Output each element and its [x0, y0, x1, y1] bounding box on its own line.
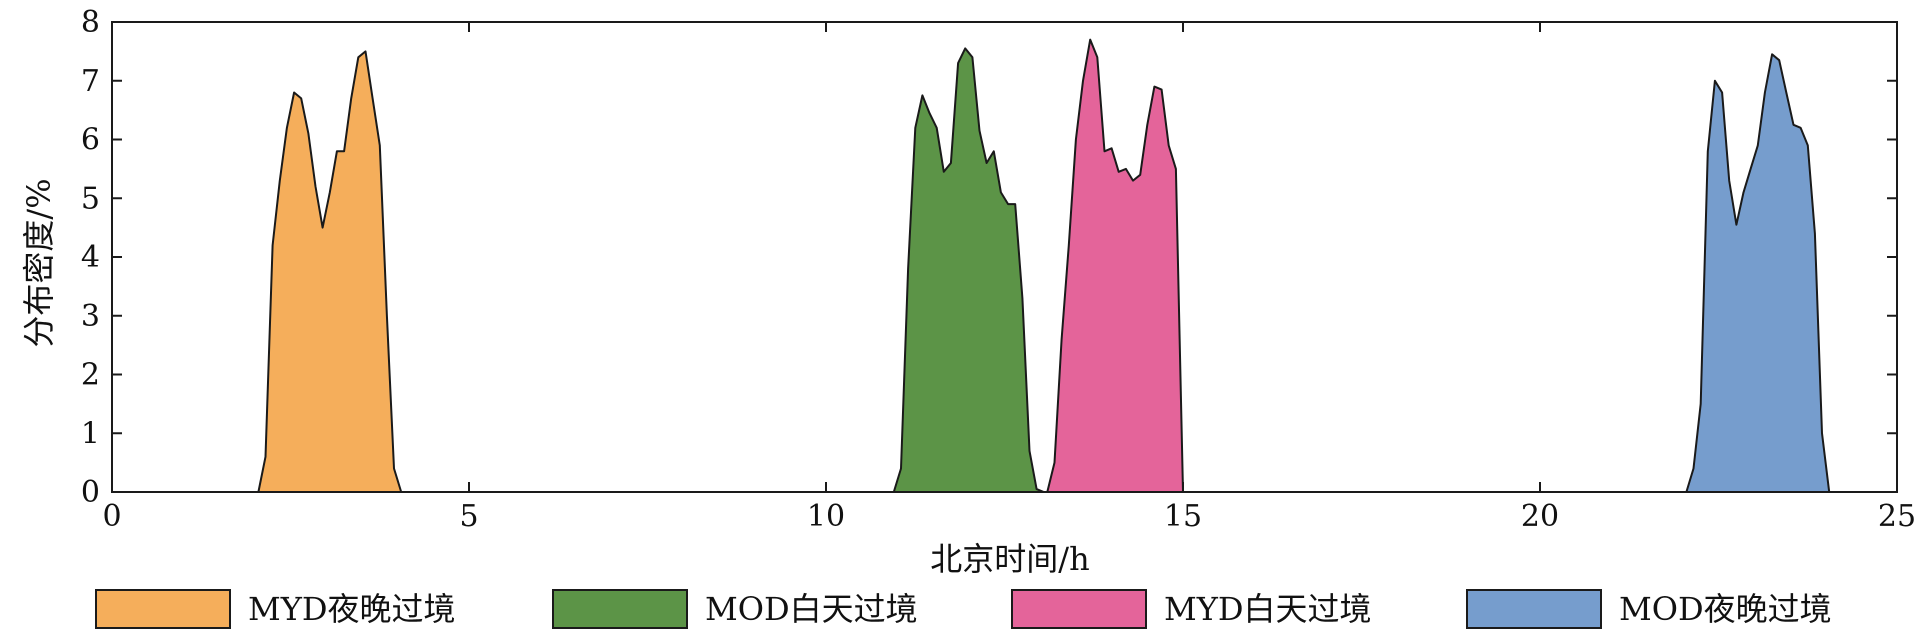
- y-tick-label: 1: [81, 416, 100, 451]
- x-tick-label: 15: [1164, 499, 1202, 534]
- x-tick-label: 5: [459, 499, 478, 534]
- axes-layer: 0 5 10 15 20 25 0 1 2 3 4 5 6 7 8: [81, 5, 1916, 534]
- legend-item-3: MYD白天过境: [1011, 589, 1372, 629]
- legend-swatch: [1011, 589, 1147, 629]
- legend-label: MYD夜晚过境: [248, 590, 456, 628]
- y-tick-label: 8: [81, 5, 100, 40]
- series-area-2: [892, 47, 1045, 493]
- y-tick-label: 7: [81, 64, 100, 99]
- legend-label: MOD夜晚过境: [1619, 590, 1832, 628]
- legend-item-1: MYD夜晚过境: [95, 589, 456, 629]
- y-axis-label: 分布密度/%: [20, 178, 58, 347]
- y-tick-label: 3: [81, 299, 100, 334]
- legend-label: MOD白天过境: [705, 590, 918, 628]
- legend-label: MYD白天过境: [1164, 590, 1372, 628]
- legend: MYD夜晚过境 MOD白天过境 MYD白天过境 MOD夜晚过境: [95, 589, 1832, 629]
- series-area-4: [1685, 53, 1831, 493]
- series-layer: [257, 38, 1831, 493]
- series-area-1: [257, 50, 403, 493]
- x-tick-label: 25: [1878, 499, 1916, 534]
- y-tick-label: 6: [81, 123, 100, 158]
- legend-swatch: [552, 589, 688, 629]
- y-tick-label: 0: [81, 475, 100, 510]
- legend-item-2: MOD白天过境: [552, 589, 918, 629]
- x-axis-label: 北京时间/h: [930, 540, 1089, 578]
- y-tick-label: 4: [81, 240, 100, 275]
- x-tick-label: 10: [807, 499, 845, 534]
- x-tick-label: 20: [1521, 499, 1559, 534]
- series-area-3: [1046, 38, 1184, 493]
- legend-swatch: [1466, 589, 1602, 629]
- x-tick-label: 0: [102, 499, 121, 534]
- legend-item-4: MOD夜晚过境: [1466, 589, 1832, 629]
- y-tick-label: 2: [81, 358, 100, 393]
- legend-swatch: [95, 589, 231, 629]
- y-tick-label: 5: [81, 181, 100, 216]
